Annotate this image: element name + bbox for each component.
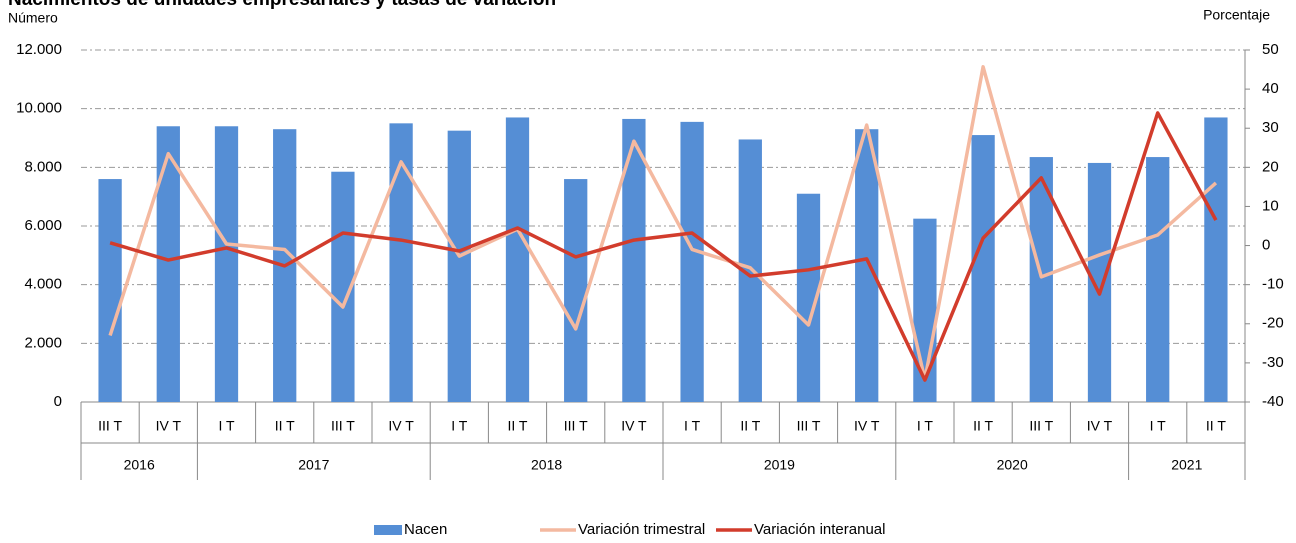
y2-tick-label: -20 bbox=[1262, 315, 1284, 332]
y2-tick-label: -10 bbox=[1262, 276, 1284, 293]
bar bbox=[98, 179, 122, 402]
bar bbox=[505, 117, 530, 402]
y-tick-label: 0 bbox=[54, 393, 62, 410]
y-tick-label: 12.000 bbox=[16, 41, 62, 58]
x-tick-label: I T bbox=[451, 418, 468, 434]
bar bbox=[1204, 117, 1228, 402]
x-tick-label: II T bbox=[508, 418, 528, 434]
bar bbox=[796, 193, 821, 402]
bar bbox=[1146, 157, 1170, 402]
y-tick-label: 6.000 bbox=[24, 217, 62, 234]
x-group-label: 2018 bbox=[531, 457, 562, 473]
x-tick-label: I T bbox=[1150, 418, 1167, 434]
x-group-label: 2020 bbox=[997, 457, 1028, 473]
x-group-label: 2019 bbox=[764, 457, 795, 473]
x-tick-label: IV T bbox=[156, 418, 182, 434]
y2-tick-label: 50 bbox=[1262, 41, 1279, 58]
x-group-label: 2017 bbox=[298, 457, 329, 473]
x-tick-label: II T bbox=[973, 418, 993, 434]
x-tick-label: IV T bbox=[1087, 418, 1113, 434]
bar bbox=[331, 171, 355, 402]
x-tick-label: IV T bbox=[388, 418, 414, 434]
y-tick-label: 8.000 bbox=[24, 158, 62, 175]
bar bbox=[214, 126, 239, 403]
x-tick-label: I T bbox=[917, 418, 934, 434]
bar bbox=[564, 179, 588, 402]
y2-tick-label: -40 bbox=[1262, 393, 1284, 410]
y-tick-label: 2.000 bbox=[24, 334, 62, 351]
chart-title: Nacimientos de unidades empresariales y … bbox=[8, 0, 556, 10]
bar bbox=[156, 126, 180, 403]
x-tick-label: II T bbox=[1206, 418, 1226, 434]
x-tick-label: I T bbox=[684, 418, 701, 434]
bar bbox=[1029, 157, 1053, 402]
x-tick-label: III T bbox=[331, 418, 355, 434]
y2-tick-label: 20 bbox=[1262, 158, 1279, 175]
y-axis-label: Número bbox=[8, 10, 58, 26]
bar bbox=[855, 129, 879, 402]
x-group-label: 2016 bbox=[124, 457, 155, 473]
legend-label: Variación trimestral bbox=[578, 521, 705, 538]
y2-tick-label: 30 bbox=[1262, 119, 1279, 136]
x-group-label: 2021 bbox=[1171, 457, 1202, 473]
x-tick-label: III T bbox=[98, 418, 122, 434]
x-tick-label: IV T bbox=[621, 418, 647, 434]
y2-tick-label: 40 bbox=[1262, 80, 1279, 97]
y-tick-label: 4.000 bbox=[24, 276, 62, 293]
x-tick-label: I T bbox=[218, 418, 235, 434]
x-tick-label: III T bbox=[564, 418, 588, 434]
x-tick-label: III T bbox=[1029, 418, 1053, 434]
legend-swatch bbox=[374, 525, 402, 535]
bar bbox=[680, 121, 704, 402]
x-tick-label: III T bbox=[797, 418, 821, 434]
legend-label: Variación interanual bbox=[754, 521, 885, 538]
bar bbox=[447, 130, 471, 402]
line bbox=[109, 111, 1218, 382]
x-tick-label: IV T bbox=[854, 418, 880, 434]
bar bbox=[389, 123, 413, 402]
y-tick-label: 10.000 bbox=[16, 100, 62, 117]
y2-tick-label: 0 bbox=[1262, 237, 1270, 254]
x-tick-label: II T bbox=[275, 418, 295, 434]
x-tick-label: II T bbox=[740, 418, 760, 434]
bar bbox=[971, 135, 995, 403]
y2-tick-label: -30 bbox=[1262, 354, 1284, 371]
bar bbox=[738, 139, 762, 402]
bar bbox=[622, 118, 646, 402]
y2-tick-label: 10 bbox=[1262, 197, 1279, 214]
legend-label: Nacen bbox=[404, 521, 447, 538]
y2-axis-label: Porcentaje bbox=[1203, 7, 1270, 23]
bar bbox=[1087, 162, 1112, 402]
